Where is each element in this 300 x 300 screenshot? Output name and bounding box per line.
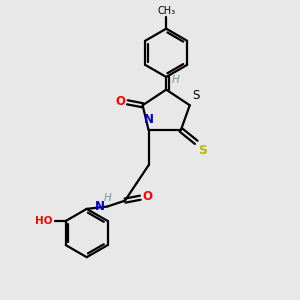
Text: S: S bbox=[193, 89, 200, 102]
Text: N: N bbox=[95, 200, 105, 213]
Text: S: S bbox=[198, 144, 207, 157]
Text: HO: HO bbox=[35, 216, 53, 226]
Text: N: N bbox=[143, 113, 154, 126]
Text: O: O bbox=[142, 190, 152, 203]
Text: H: H bbox=[172, 75, 179, 85]
Text: H: H bbox=[103, 193, 111, 203]
Text: CH₃: CH₃ bbox=[157, 6, 175, 16]
Text: O: O bbox=[115, 94, 125, 108]
